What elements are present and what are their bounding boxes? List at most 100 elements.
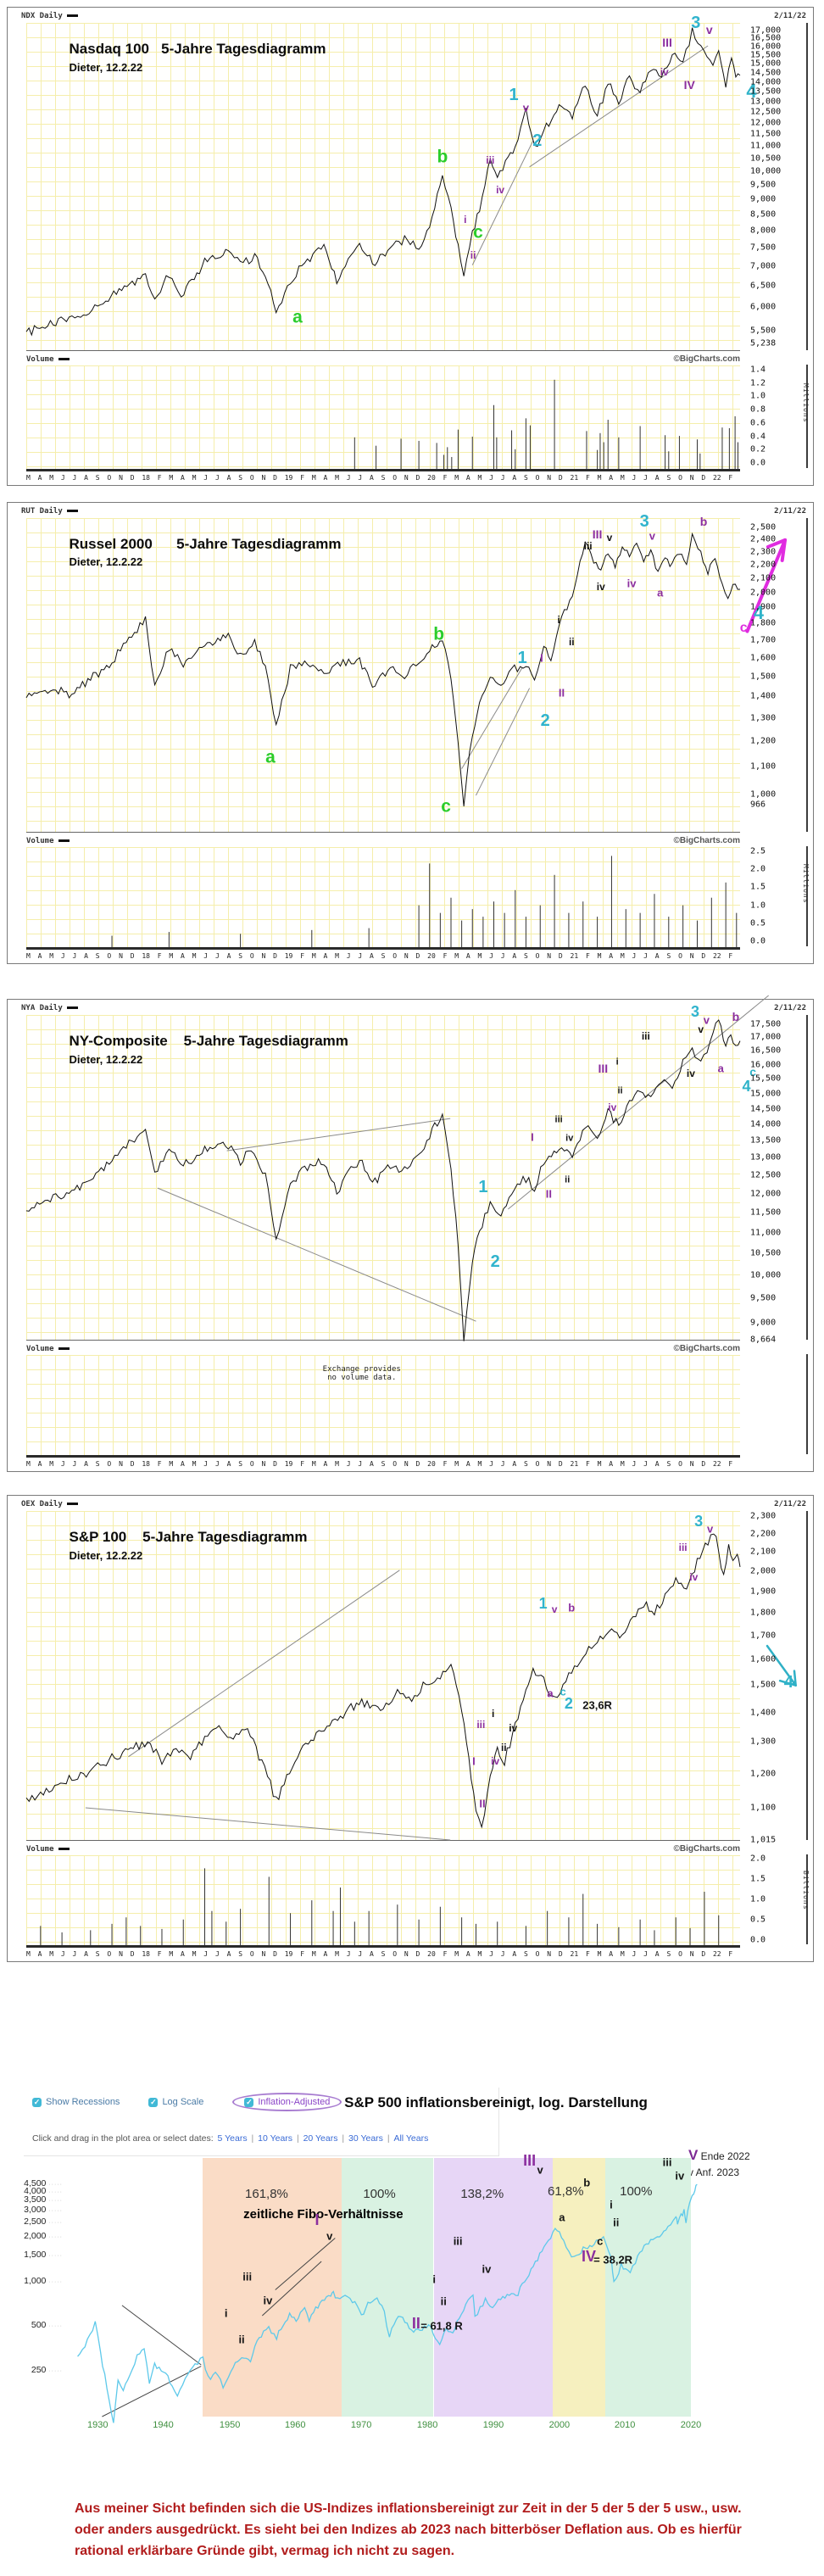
toggle-show-recessions[interactable]: ✓ Show Recessions: [32, 2097, 120, 2107]
bigcharts-watermark: ©BigCharts.com: [673, 1344, 741, 1353]
price-axis-label: 17,500: [750, 1019, 782, 1029]
fibo-time-band-2: [434, 2158, 553, 2417]
chart-annotator: Dieter, 12.2.22: [69, 1549, 143, 1563]
sp-x-label: 1980: [416, 2420, 438, 2430]
toggle-log-scale[interactable]: ✓ Log Scale: [148, 2097, 203, 2107]
volume-axis-label: 0.8: [750, 404, 766, 415]
range-link-30-years[interactable]: 30 Years: [348, 2133, 383, 2144]
price-pane: Russel 2000 5-Jahre Tagesdiagramm Dieter,…: [26, 513, 740, 833]
volume-axis-label: 2.0: [750, 864, 766, 874]
wave-label-v: v: [522, 101, 530, 114]
chart-header: OEX Daily 2/11/22: [8, 1496, 813, 1511]
wave-label-i: i: [224, 2306, 228, 2320]
range-link-all-years[interactable]: All Years: [393, 2133, 429, 2144]
sp-trendline: [102, 2367, 201, 2417]
chart-header: NYA Daily 2/11/22: [8, 1000, 813, 1015]
checkbox-checked-icon[interactable]: ✓: [32, 2097, 42, 2107]
price-axis-label: 16,000: [750, 1060, 782, 1070]
volume-label: Volume: [26, 355, 70, 364]
wave-label-i: i: [557, 613, 560, 626]
wave-label-i: i: [615, 1057, 619, 1068]
sp-x-label: 1930: [87, 2420, 109, 2430]
wave-label-a: a: [265, 747, 276, 767]
price-axis-label: 1,400: [750, 1708, 777, 1718]
wave-label-IV: IV: [683, 78, 695, 92]
checkbox-checked-icon[interactable]: ✓: [244, 2097, 254, 2107]
price-axis-label: 2,100: [750, 573, 777, 583]
price-axis-label: 15,000: [750, 59, 782, 69]
volume-unit-label: Billions: [802, 1871, 810, 1910]
price-axis-label: 16,000: [750, 42, 782, 52]
price-pane: S&P 100 5-Jahre Tagesdiagramm Dieter, 12.…: [26, 1511, 740, 1841]
price-axis-label: 13,000: [750, 1152, 782, 1163]
price-y-axis: 17,500 17,000 16,500 16,000 15,500 15,000 14,5…: [743, 1015, 808, 1344]
wave-label-v: v: [649, 529, 656, 543]
wave-label-v: v: [537, 2163, 543, 2177]
price-y-axis: 2,300 2,200 2,100 2,000 1,900 1,800 1,700 1,600…: [743, 1511, 808, 1844]
chart-toggles: ✓ Show Recessions ✓ Log Scale ✓ Inflation-Adj…: [32, 2093, 342, 2111]
toggle-inflation-adjusted[interactable]: ✓ Inflation-Adjusted: [232, 2093, 342, 2111]
ticker-label: NDX Daily: [21, 12, 78, 20]
wave-label-b: b: [699, 514, 708, 528]
legend-text: Anf. 2023: [693, 2166, 740, 2178]
chart-block-nya: NYA Daily 2/11/22 NY-Composite 5-Jahre Tag…: [7, 999, 814, 1472]
wave-arrow: [747, 540, 785, 632]
no-volume-note: Exchange provides no volume data.: [322, 1364, 401, 1382]
sp-y-label: 3,500: [24, 2194, 63, 2205]
wave-label-iv: iv: [660, 65, 669, 78]
wave-label-iv: iv: [608, 1101, 617, 1114]
wave-label-iv: iv: [496, 183, 505, 196]
price-axis-label: 5,238: [750, 338, 777, 348]
wave-label-iv: iv: [689, 1570, 699, 1583]
wave-label-4: 4: [746, 81, 757, 103]
price-axis-label: 13,500: [750, 86, 782, 97]
chart-annotator: Dieter, 12.2.22: [69, 555, 143, 569]
range-link-10-years[interactable]: 10 Years: [258, 2133, 293, 2144]
price-axis-label: 9,500: [750, 180, 777, 190]
ticker-label: NYA Daily: [21, 1004, 78, 1012]
x-axis-months: M A M J J A S O N D 18 F M A M J J A S O…: [26, 1460, 733, 1468]
fibo-pct-label: zeitliche Fibo-Verhältnisse: [243, 2206, 404, 2222]
checkbox-checked-icon[interactable]: ✓: [148, 2097, 159, 2107]
range-link-20-years[interactable]: 20 Years: [303, 2133, 338, 2144]
sp500-plot-area[interactable]: 161,8% zeitliche Fibo-Verhältnisse 100% 138…: [68, 2153, 691, 2417]
fibo-time-band-1: [341, 2158, 434, 2417]
wave-label-v: v: [698, 1023, 704, 1036]
sp500-y-axis: 4,5004,0003,5003,0002,5002,0001,5001,000…: [15, 2158, 64, 2417]
bigcharts-watermark: ©BigCharts.com: [673, 836, 741, 845]
link-separator: |: [294, 2133, 302, 2144]
volume-y-axis: 1.4 1.2 1.0 0.8 0.6 0.4 0.2 0.0 Millions: [743, 365, 810, 468]
wave-arrow: [780, 1681, 796, 1685]
sp-x-label: 2020: [680, 2420, 702, 2430]
link-separator: |: [248, 2133, 257, 2144]
line-legend-dash-icon: [66, 510, 78, 512]
price-axis-label: 8,664: [750, 1335, 777, 1345]
price-axis-label: 1,300: [750, 713, 777, 723]
range-link-5-years[interactable]: 5 Years: [217, 2133, 248, 2144]
wave-label-1: 1: [538, 1594, 548, 1612]
volume-axis-label: 2.5: [750, 846, 766, 856]
wave-label-3: 3: [691, 14, 701, 32]
ticker-label: OEX Daily: [21, 1500, 78, 1508]
wave-label-2: 2: [490, 1252, 500, 1272]
bigcharts-watermark: ©BigCharts.com: [673, 354, 741, 364]
wave-label-iv: iv: [675, 2169, 685, 2183]
volume-header: Volume ©BigCharts.com: [26, 351, 740, 365]
wave-label-ii: ii: [617, 1085, 623, 1096]
sp-y-label: 2,500: [24, 2216, 63, 2227]
chart-block-oex: OEX Daily 2/11/22 S&P 100 5-Jahre Tagesdia…: [7, 1495, 814, 1962]
wave-label-ii: ii: [565, 1174, 571, 1185]
sp-x-label: 2010: [614, 2420, 636, 2430]
price-svg: [26, 23, 740, 350]
wave-label-b: b: [437, 147, 448, 167]
wave-label-236R: 23,6R: [582, 1698, 612, 1712]
price-axis-label: 966: [750, 800, 766, 810]
price-axis-label: 1,700: [750, 635, 777, 645]
legend-row: V Ende 2022: [688, 2147, 750, 2165]
sp-y-label: 4,000: [24, 2186, 63, 2196]
price-axis-label: 7,000: [750, 261, 777, 271]
sp-x-label: 1960: [285, 2420, 306, 2430]
wave-projection-legend: V Ende 2022 v Anf. 2023: [688, 2147, 750, 2181]
chart-title: NY-Composite 5-Jahre Tagesdiagramm Dieter…: [70, 1031, 348, 1068]
price-axis-label: 17,000: [750, 25, 782, 36]
